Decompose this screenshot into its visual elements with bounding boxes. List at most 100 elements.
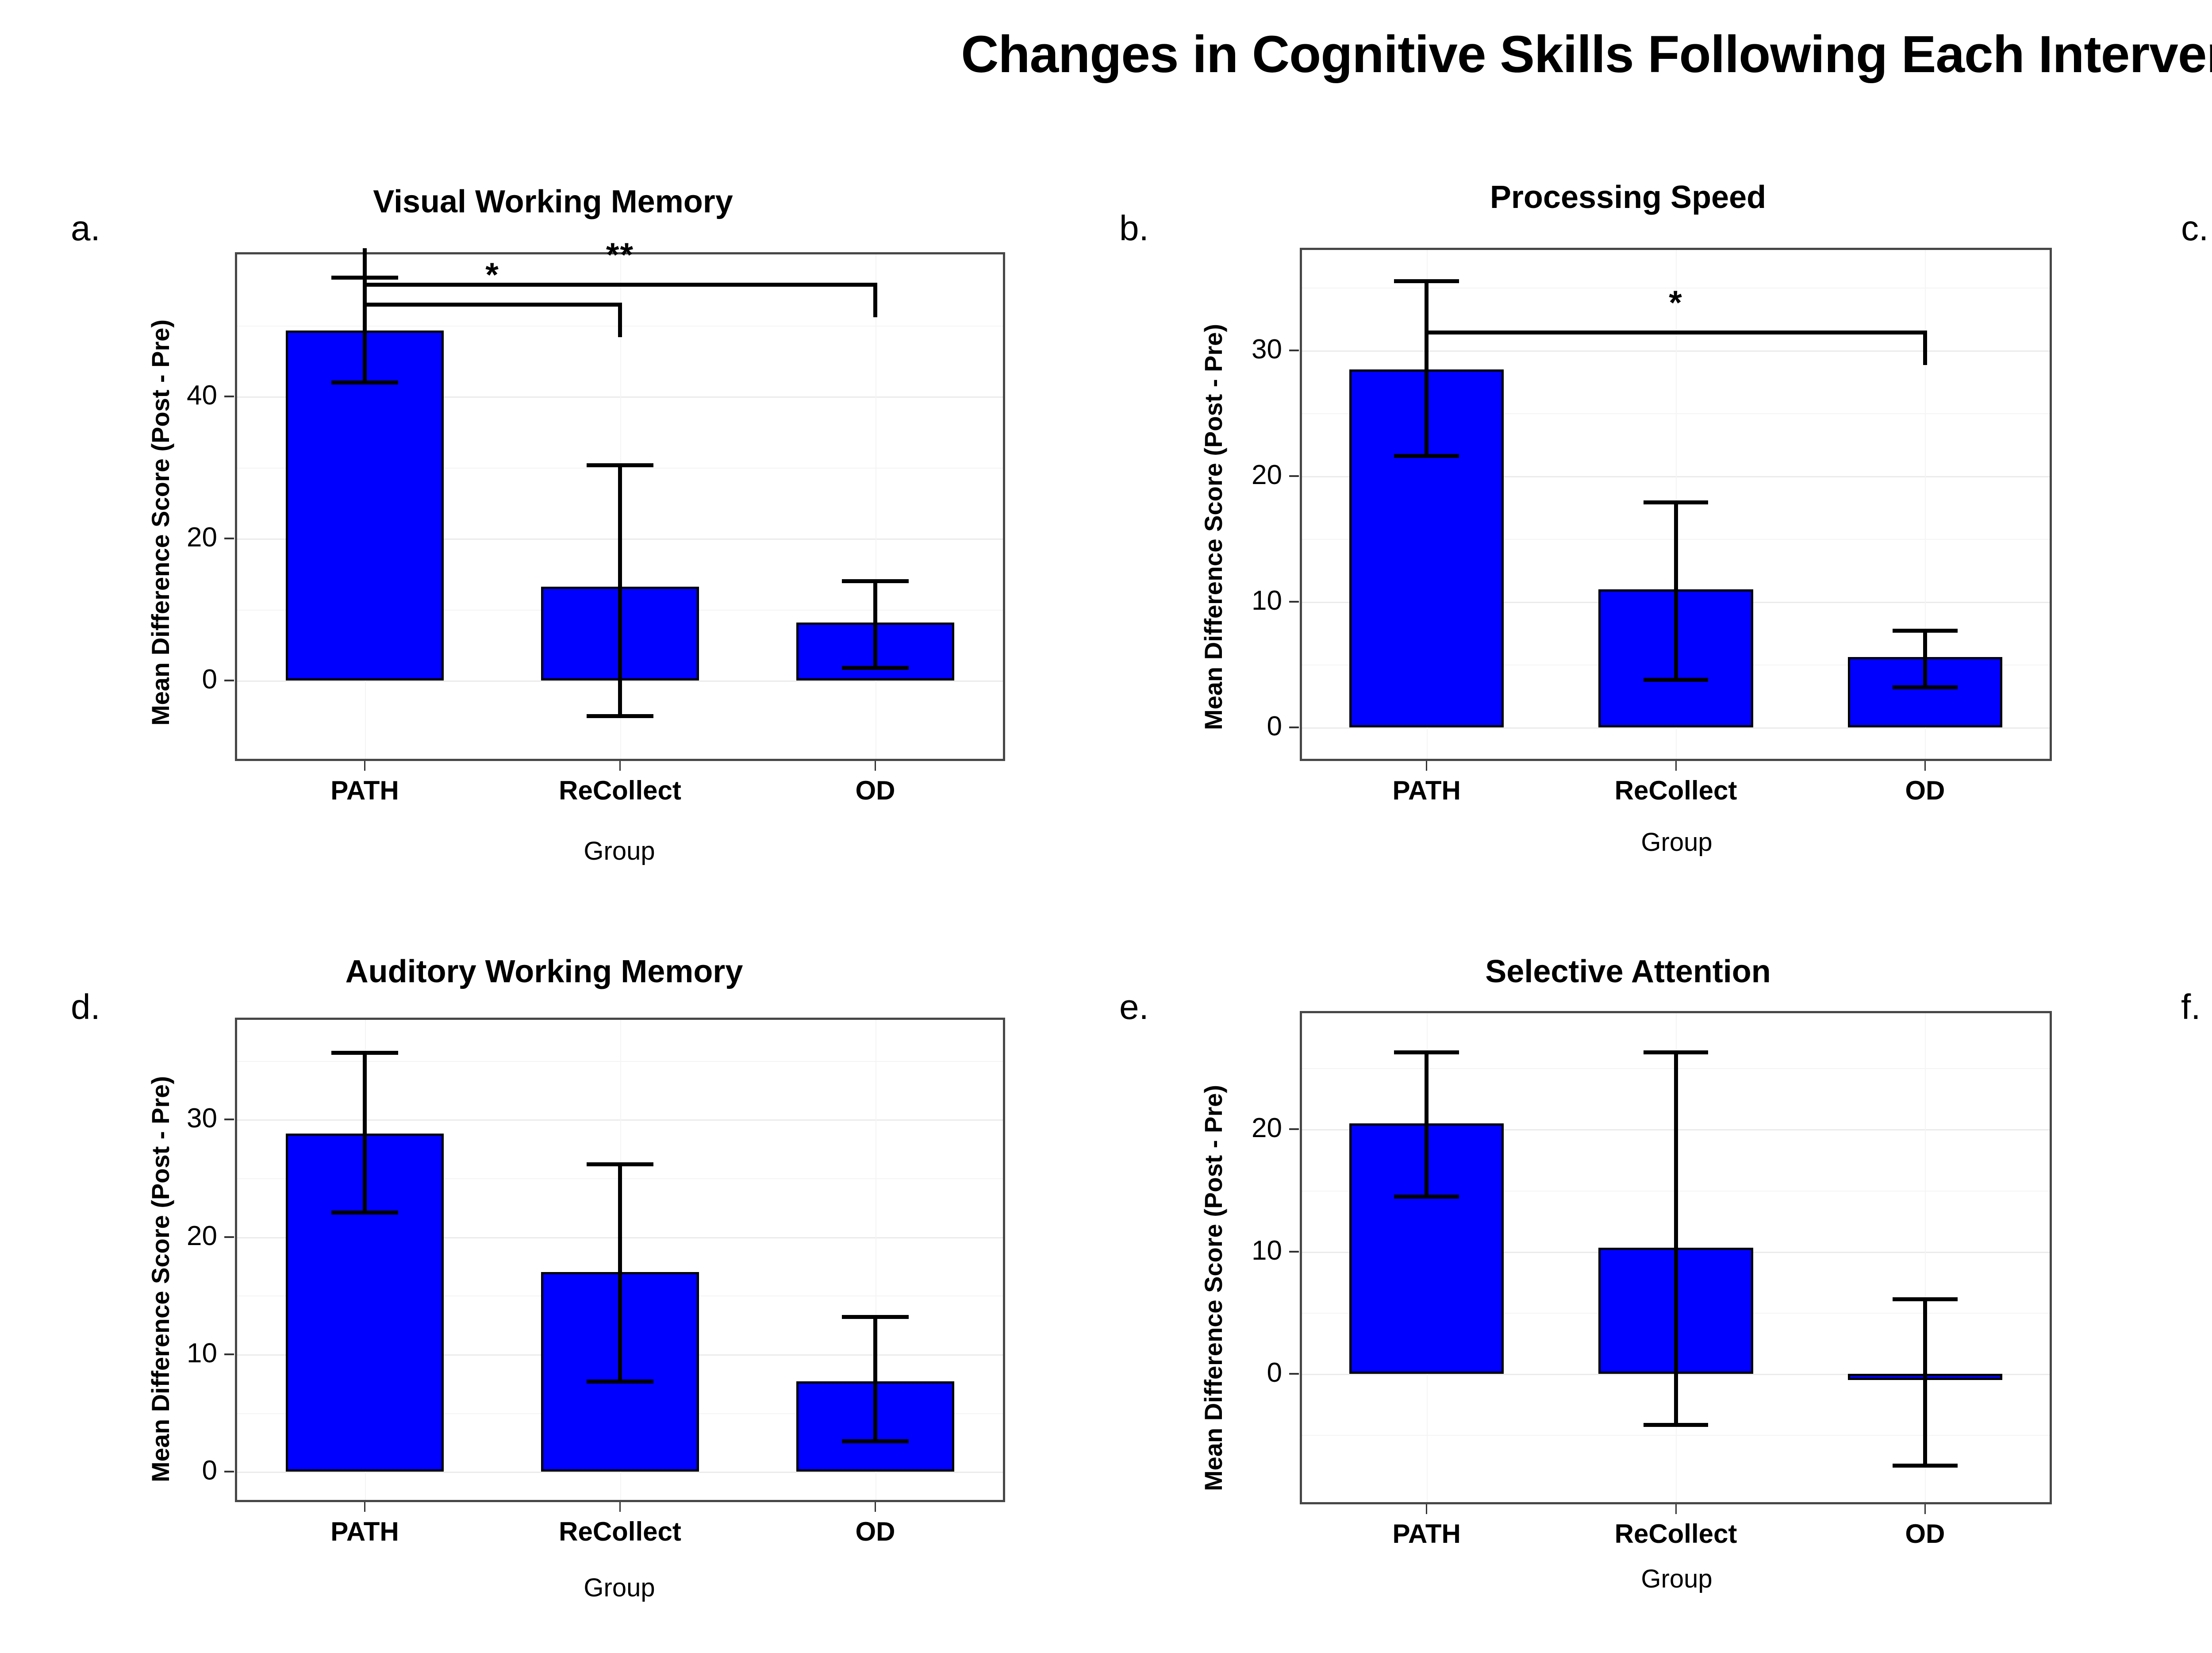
y-tick-label: 30 xyxy=(187,1103,217,1134)
errorbar-cap-lower xyxy=(1892,685,1958,689)
panel-letter-b: b. xyxy=(1119,208,1149,248)
significance-bracket-tick-right xyxy=(618,303,622,338)
y-tick-mark xyxy=(224,538,234,540)
plot-area-a: * ** xyxy=(235,238,1005,761)
y-tick-mark xyxy=(1289,1128,1299,1130)
errorbar-cap-upper xyxy=(1643,500,1709,505)
significance-bracket-tick-left xyxy=(363,248,367,318)
x-tick-label-od: OD xyxy=(855,1517,895,1546)
errorbar-cap-lower xyxy=(587,714,653,719)
panel-title-a: Visual Working Memory xyxy=(373,184,733,219)
y-tick-mark xyxy=(1289,1372,1299,1375)
x-tick-label-path: PATH xyxy=(1392,1519,1461,1549)
y-tick-label: 30 xyxy=(1252,334,1282,365)
gridline-vertical xyxy=(1925,1013,1926,1502)
y-tick-label: 20 xyxy=(1252,1113,1282,1144)
y-axis-label-b: Mean Difference Score (Post - Pre) xyxy=(1199,323,1227,730)
significance-bracket-line xyxy=(1426,330,1925,334)
errorbar-cap-upper xyxy=(1643,1050,1709,1054)
significance-bracket-tick-right xyxy=(873,283,877,318)
panel-letter-e: e. xyxy=(1119,987,1149,1026)
significance-bracket-tick-right xyxy=(1923,330,1927,365)
x-tick-label-od: OD xyxy=(1905,1519,1945,1549)
y-axis-label-e: Mean Difference Score (Post - Pre) xyxy=(1199,1084,1227,1491)
panel-title-e: Selective Attention xyxy=(1485,954,1771,989)
x-tick-mark xyxy=(619,761,621,771)
x-tick-mark xyxy=(875,1502,876,1512)
errorbar-cap-upper xyxy=(1892,628,1958,633)
plot-area-e xyxy=(1300,1011,2052,1504)
significance-bracket-line xyxy=(365,283,876,287)
panel-letter-f: f. xyxy=(2181,987,2201,1026)
y-tick-mark xyxy=(1289,727,1299,728)
errorbar-cap-lower xyxy=(842,665,909,670)
errorbar-stem xyxy=(618,1164,622,1382)
errorbar-stem xyxy=(1425,281,1429,456)
x-axis-label-b: Group xyxy=(1641,828,1713,857)
errorbar-cap-lower xyxy=(1643,1423,1709,1427)
y-tick-mark xyxy=(1289,1250,1299,1253)
errorbar-stem xyxy=(1923,1299,1927,1466)
x-tick-mark xyxy=(875,761,876,771)
errorbar-stem xyxy=(1425,1052,1429,1197)
errorbar-cap-lower xyxy=(1892,1463,1958,1468)
panel-title-b: Processing Speed xyxy=(1490,180,1767,215)
x-tick-label-recollect: ReCollect xyxy=(1614,776,1737,805)
x-tick-mark xyxy=(1426,761,1428,771)
errorbar-cap-lower xyxy=(331,1210,398,1215)
y-tick-label: 20 xyxy=(1252,460,1282,491)
errorbar-cap-upper xyxy=(1892,1297,1958,1301)
errorbar-cap-upper xyxy=(842,579,909,584)
plot-area-d xyxy=(235,1018,1005,1502)
plot-area-b: * xyxy=(1300,248,2052,761)
errorbar-cap-lower xyxy=(587,1379,653,1384)
y-tick-label: 10 xyxy=(1252,1235,1282,1266)
y-tick-label: 20 xyxy=(187,1220,217,1251)
significance-marker: ** xyxy=(606,236,634,274)
x-tick-label-recollect: ReCollect xyxy=(1614,1519,1737,1549)
errorbar-stem xyxy=(1674,1052,1678,1425)
x-tick-label-recollect: ReCollect xyxy=(559,776,681,805)
y-tick-label: 20 xyxy=(187,522,217,553)
y-tick-mark xyxy=(1289,475,1299,477)
panel-letter-c: c. xyxy=(2181,208,2209,248)
errorbar-stem xyxy=(873,1317,877,1442)
x-axis-label-e: Group xyxy=(1641,1565,1713,1593)
y-tick-mark xyxy=(1289,350,1299,352)
x-tick-mark xyxy=(1426,1504,1428,1514)
errorbar-cap-upper xyxy=(587,1162,653,1166)
errorbar-stem xyxy=(1674,502,1678,680)
x-tick-label-recollect: ReCollect xyxy=(559,1517,681,1546)
y-tick-mark xyxy=(224,1236,234,1238)
significance-marker: * xyxy=(485,256,499,294)
y-tick-mark xyxy=(1289,601,1299,603)
significance-bracket-line xyxy=(365,303,620,307)
y-tick-mark xyxy=(224,680,234,682)
y-tick-label: 10 xyxy=(1252,585,1282,616)
x-tick-label-path: PATH xyxy=(330,776,399,805)
errorbar-cap-upper xyxy=(1394,279,1459,284)
y-tick-label: 0 xyxy=(202,664,217,695)
y-tick-mark xyxy=(224,1471,234,1473)
y-tick-mark xyxy=(224,1353,234,1356)
x-tick-mark xyxy=(619,1502,621,1512)
x-tick-mark xyxy=(364,761,365,771)
y-tick-label: 0 xyxy=(202,1455,217,1486)
errorbar-cap-upper xyxy=(842,1315,909,1319)
x-tick-mark xyxy=(1675,761,1677,771)
significance-bracket-tick-left xyxy=(1425,296,1429,365)
errorbar-cap-lower xyxy=(1643,677,1709,682)
figure-title: Changes in Cognitive Skills Following Ea… xyxy=(961,25,2212,84)
errorbar-stem xyxy=(873,581,877,668)
x-tick-label-od: OD xyxy=(855,776,895,805)
y-tick-mark xyxy=(224,396,234,398)
errorbar-cap-lower xyxy=(1394,1194,1459,1199)
errorbar-stem xyxy=(1923,630,1927,688)
bar-a-path xyxy=(285,330,444,681)
y-axis-label-d: Mean Difference Score (Post - Pre) xyxy=(146,1076,174,1482)
y-tick-mark xyxy=(224,1119,234,1121)
errorbar-cap-upper xyxy=(587,463,653,468)
x-tick-mark xyxy=(364,1502,365,1512)
errorbar-cap-lower xyxy=(842,1439,909,1443)
x-tick-label-path: PATH xyxy=(1392,776,1461,805)
